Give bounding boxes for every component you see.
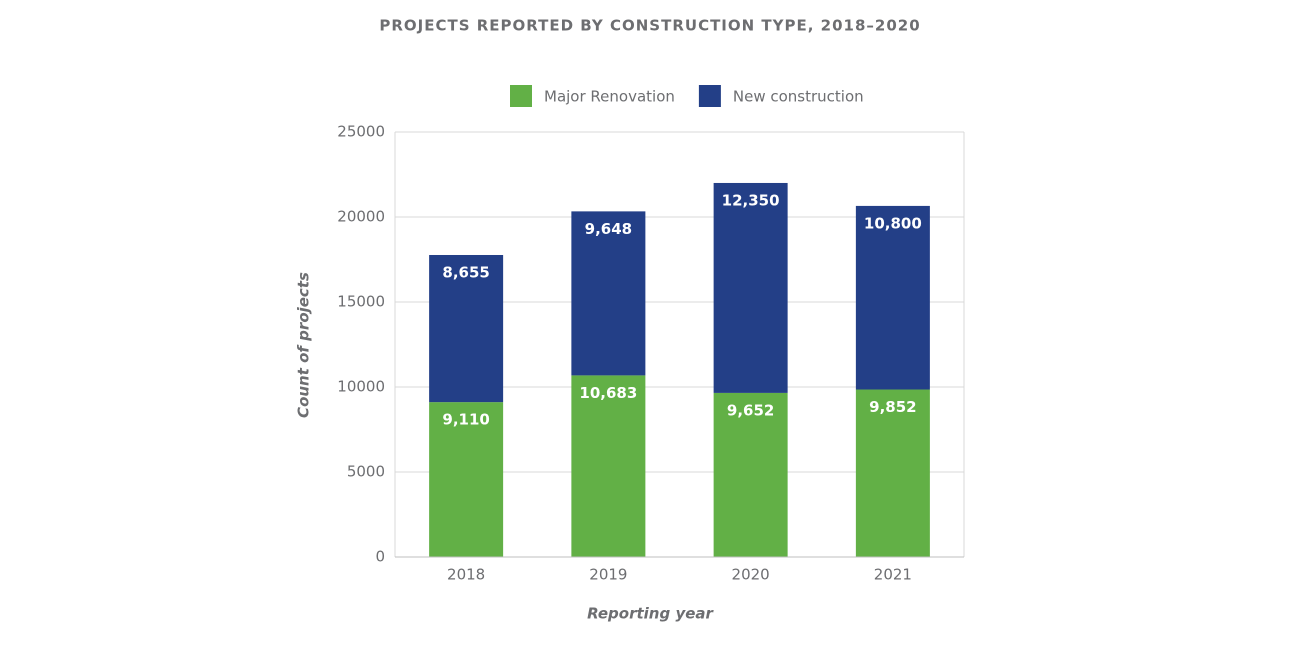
value-label: 9,652: [727, 401, 774, 419]
x-axis-title: Reporting year: [587, 605, 714, 623]
bar-segment: [855, 389, 930, 557]
value-label: 9,852: [869, 398, 916, 416]
bar-segment: [571, 211, 646, 376]
chart-title: PROJECTS REPORTED BY CONSTRUCTION TYPE, …: [379, 17, 920, 35]
bar-segment: [713, 392, 788, 557]
value-label: 8,655: [442, 263, 489, 281]
bar-segment: [713, 182, 788, 393]
legend-swatch: [698, 85, 721, 107]
y-tick-label: 10000: [337, 378, 385, 396]
value-label: 10,800: [864, 214, 922, 232]
value-label: 12,350: [722, 191, 780, 209]
legend-label: New construction: [733, 88, 864, 106]
x-tick-label: 2018: [447, 566, 485, 584]
x-tick-label: 2020: [732, 566, 770, 584]
y-tick-label: 20000: [337, 208, 385, 226]
y-tick-label: 15000: [337, 293, 385, 311]
x-tick-label: 2021: [874, 566, 912, 584]
value-label: 9,648: [585, 220, 632, 238]
y-tick-label: 5000: [347, 463, 385, 481]
value-label: 10,683: [579, 384, 637, 402]
x-tick-label: 2019: [589, 566, 627, 584]
bar-segment: [429, 254, 504, 403]
value-label: 9,110: [442, 411, 489, 429]
bar-segment: [429, 402, 504, 557]
y-tick-label: 0: [375, 548, 385, 566]
bar-segment: [855, 205, 930, 390]
y-tick-label: 25000: [337, 123, 385, 141]
legend-label: Major Renovation: [544, 88, 675, 106]
legend-swatch: [510, 85, 532, 107]
bar-segment: [571, 375, 646, 557]
y-axis-title: Count of projects: [295, 272, 313, 418]
